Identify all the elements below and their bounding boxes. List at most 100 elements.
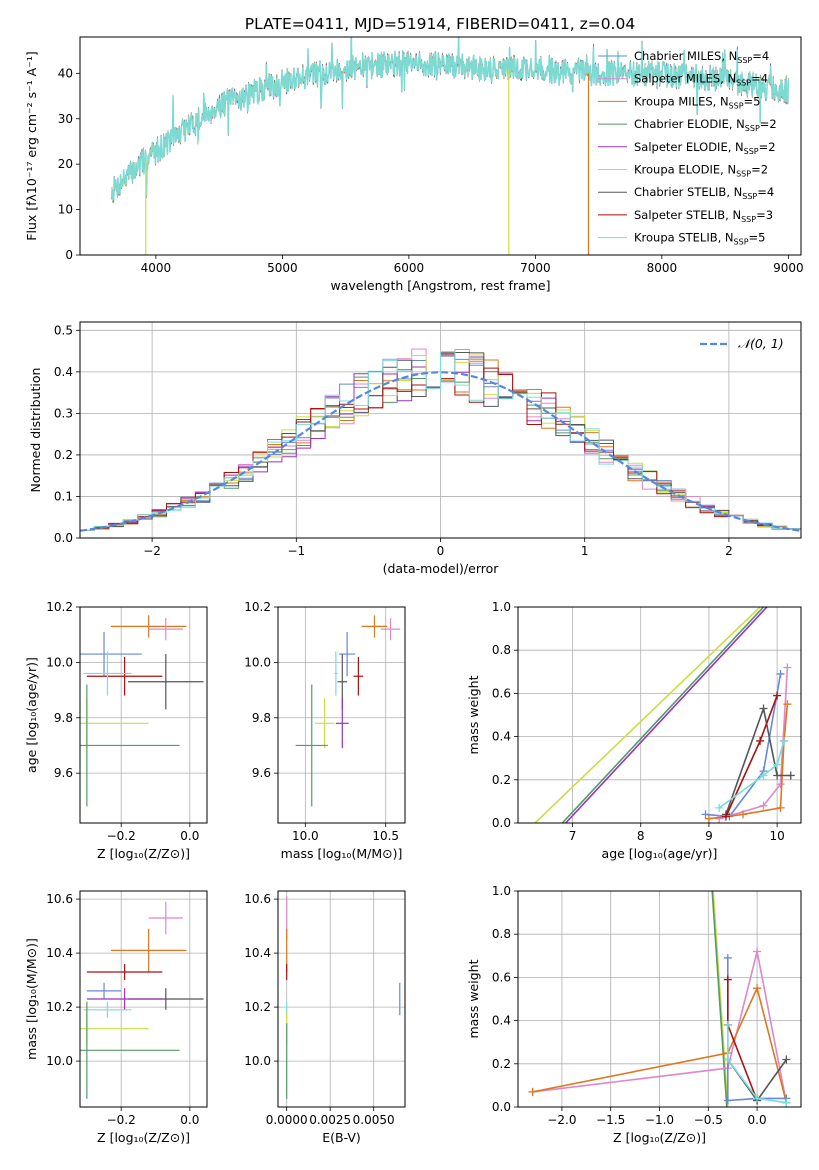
- y-tick-label: 0.4: [54, 365, 73, 379]
- x-tick-label: 9: [705, 829, 713, 843]
- x-tick-label: 10.5: [372, 829, 399, 843]
- plot-area: [80, 615, 204, 807]
- series-line-chabrier_elodie: [561, 607, 765, 823]
- series-marker-kroupa_stelib: [723, 1055, 732, 1064]
- chart-residuals: −2 −1 0 1 2 0.0 0.1 0.2 0.3 0.4 0.5 (data-model)/er…: [28, 321, 802, 576]
- series-line-salpeter_elodie: [565, 607, 768, 823]
- legend-label-kroupa_miles: Kroupa MILES, NSSP=5: [634, 94, 760, 110]
- series-marker-kroupa_stelib: [782, 1098, 791, 1107]
- y-tick-label: 40: [58, 66, 73, 80]
- x-axis-label: wavelength [Angstrom, rest frame]: [330, 278, 550, 293]
- y-axis-label: age [log₁₀(age/yr)]: [24, 657, 39, 773]
- y-axis-label: mass [log₁₀(M/M⊙)]: [24, 938, 39, 1060]
- plot-area: [528, 891, 791, 1107]
- axes-frame: [277, 606, 406, 824]
- chart-mass_vs_EBV: 0.0000 0.0025 0.0050 10.0 10.2 10.4 10.6 E(B-V): [244, 890, 406, 1145]
- y-tick-label: 10.0: [46, 655, 73, 669]
- y-tick-label: 0.6: [492, 686, 511, 700]
- x-tick-label: −1.0: [645, 1113, 674, 1127]
- y-tick-label: 10.2: [46, 600, 73, 614]
- legend-label-salpeter_miles: Salpeter MILES, NSSP=4: [634, 72, 768, 88]
- series-marker-salpeter_stelib: [723, 975, 732, 984]
- spectrum-line-kroupa_stelib: [110, 37, 790, 201]
- y-tick-label: 0.5: [54, 323, 73, 337]
- series-marker-salpeter_miles: [715, 814, 724, 823]
- x-tick-label: 10.0: [292, 829, 319, 843]
- plot-area: [295, 615, 401, 807]
- y-axis-label: mass weight: [466, 675, 481, 754]
- y-tick-label: 9.6: [54, 766, 73, 780]
- axes-frame: [79, 606, 208, 824]
- x-tick-label: −0.5: [694, 1113, 723, 1127]
- legend-label-normal: 𝒩(0, 1): [738, 336, 784, 351]
- series-line-kroupa_stelib: [727, 1024, 787, 1104]
- y-tick-label: 20: [58, 157, 73, 171]
- series-marker-kroupa_miles: [753, 984, 762, 993]
- legend-label-chabrier_stelib: Chabrier STELIB, NSSP=4: [634, 185, 774, 201]
- series-line-chabrier_stelib: [725, 705, 791, 815]
- x-axis-label: E(B-V): [322, 1130, 361, 1145]
- y-tick-label: 0.2: [54, 448, 73, 462]
- x-tick-label: 0.0: [180, 1113, 199, 1127]
- y-tick-label: 0.0: [54, 531, 73, 545]
- x-tick-label: 5000: [267, 261, 298, 275]
- series-marker-chabrier_miles: [776, 669, 785, 678]
- y-tick-label: 0.3: [54, 406, 73, 420]
- x-tick-label: 0.0025: [309, 1113, 351, 1127]
- series-marker-kroupa_miles: [776, 803, 785, 812]
- x-axis-label: Z [log₁₀(Z/Z⊙)]: [97, 1130, 190, 1145]
- chart-massweight_vs_Z: −2.0 −1.5 −1.0 −0.5 0.0 0.0 0.2 0.4 0.6 0.8 1.0 Z […: [466, 884, 802, 1145]
- histogram-kroupa_stelib: [80, 351, 801, 531]
- legend-label-chabrier_elodie: Chabrier ELODIE, NSSP=2: [634, 117, 777, 133]
- chart-mass_vs_Z: −0.2 0.0 10.0 10.2 10.4 10.6 Z [log₁₀(Z/Z⊙)] ma…: [24, 890, 208, 1145]
- series-marker-kroupa_stelib: [715, 803, 724, 812]
- x-tick-label: 4000: [141, 261, 172, 275]
- plot-area: [534, 607, 795, 823]
- x-tick-label: −2.0: [547, 1113, 576, 1127]
- x-tick-label: 0: [437, 544, 445, 558]
- y-tick-label: 10.0: [244, 655, 271, 669]
- x-tick-label: −1: [287, 544, 305, 558]
- series-marker-kroupa_stelib: [773, 760, 782, 769]
- x-tick-label: 8000: [647, 261, 678, 275]
- x-tick-label: −0.2: [107, 1113, 136, 1127]
- y-tick-label: 0.0: [492, 1100, 511, 1114]
- x-tick-label: 0.0000: [266, 1113, 308, 1127]
- x-axis-label: mass [log₁₀(M/M⊙)]: [281, 846, 403, 861]
- x-axis-label: Z [log₁₀(Z/Z⊙)]: [613, 1130, 706, 1145]
- y-tick-label: 10.2: [46, 1000, 73, 1014]
- figure-title: PLATE=0411, MJD=51914, FIBERID=0411, z=0…: [245, 15, 635, 33]
- series-marker-kroupa_miles: [739, 810, 748, 819]
- series-marker-salpeter_miles: [783, 663, 792, 672]
- chart-age_vs_Z: −0.2 0.0 9.6 9.8 10.0 10.2 Z [log₁₀(Z/Z⊙)] age …: [24, 600, 208, 861]
- y-tick-label: 0.2: [492, 1057, 511, 1071]
- y-tick-label: 0.8: [492, 643, 511, 657]
- y-tick-label: 0.8: [492, 927, 511, 941]
- chart-spectrum: 4000 5000 6000 7000 8000 9000 0 10 20 30 40 wavelen…: [24, 36, 804, 293]
- x-tick-label: −2: [143, 544, 161, 558]
- y-tick-label: 0.4: [492, 1014, 511, 1028]
- series-marker-salpeter_miles: [753, 947, 762, 956]
- series-marker-salpeter_stelib: [756, 736, 765, 745]
- chart-massweight_vs_age: 7 8 9 10 0.0 0.2 0.4 0.6 0.8 1.0 age [log₁₀(age/yr…: [466, 600, 802, 861]
- y-tick-label: 10.0: [46, 1054, 73, 1068]
- y-tick-label: 30: [58, 112, 73, 126]
- series-marker-kroupa_stelib: [753, 1094, 762, 1103]
- series-marker-salpeter_stelib: [773, 691, 782, 700]
- series-marker-chabrier_stelib: [782, 1055, 791, 1064]
- x-tick-label: 9000: [773, 261, 804, 275]
- series-marker-salpeter_miles: [759, 801, 768, 810]
- y-tick-label: 0.2: [492, 773, 511, 787]
- series-marker-chabrier_stelib: [773, 771, 782, 780]
- y-tick-label: 0: [65, 248, 73, 262]
- legend-label-chabrier_miles: Chabrier MILES, NSSP=4: [634, 49, 769, 65]
- legend-label-kroupa_elodie: Kroupa ELODIE, NSSP=2: [634, 163, 768, 179]
- plot-area: [80, 348, 801, 532]
- x-axis-label: (data-model)/error: [383, 561, 500, 576]
- series-marker-kroupa_miles: [704, 814, 713, 823]
- y-tick-label: 1.0: [492, 884, 511, 898]
- x-axis-label: age [log₁₀(age/yr)]: [602, 846, 718, 861]
- spectrum-legend: Chabrier MILES, NSSP=4 Salpeter MILES, NS…: [598, 49, 777, 247]
- x-tick-label: 10: [769, 829, 784, 843]
